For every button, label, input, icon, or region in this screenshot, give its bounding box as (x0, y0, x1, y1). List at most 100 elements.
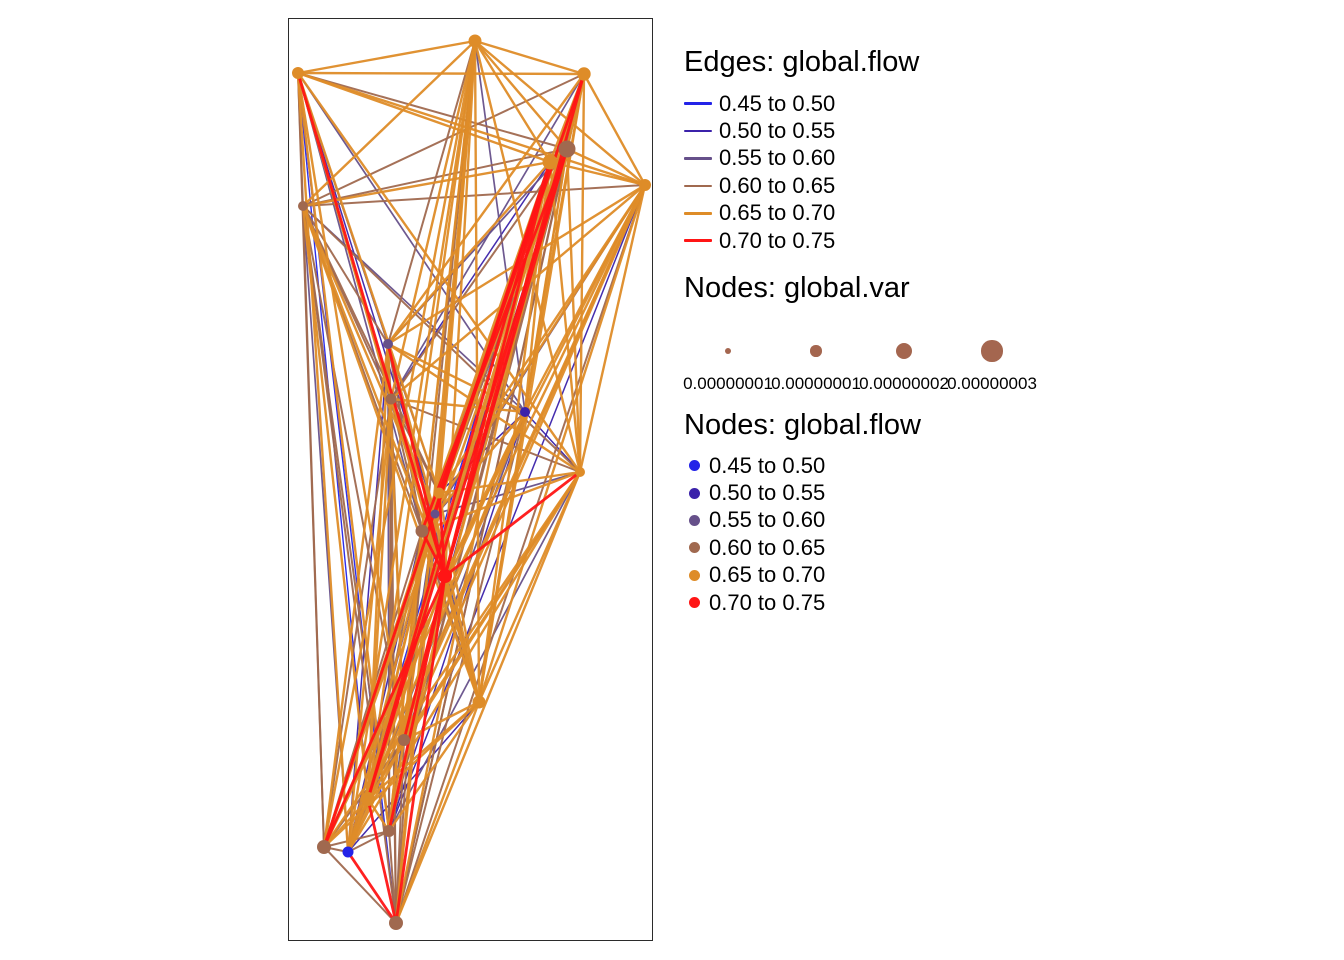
graph-edge (420, 529, 447, 578)
graph-edge (346, 850, 398, 925)
node-color-legend-item: 0.65 to 0.70 (684, 562, 825, 589)
graph-edge (301, 204, 447, 578)
edge-line-swatch (684, 157, 712, 160)
graph-node (317, 840, 331, 854)
graph-node (383, 825, 395, 837)
graph-edge (394, 574, 447, 925)
graph-node (415, 524, 429, 538)
graph-edge (578, 183, 647, 474)
edge-legend-label: 0.55 to 0.60 (719, 145, 836, 171)
graph-node (342, 846, 354, 858)
graph-node (575, 467, 585, 477)
graph-edge (389, 39, 477, 401)
graph-node (389, 916, 403, 930)
graph-edge (443, 470, 582, 578)
graph-edge (322, 342, 390, 849)
graph-edge (523, 147, 569, 414)
size-dot (895, 342, 913, 360)
graph-edge (322, 160, 552, 849)
graph-edge (420, 147, 569, 533)
edge-line-swatch (684, 129, 712, 133)
graph-edge (477, 183, 647, 704)
graph-edge (302, 205, 397, 924)
graph-edge (473, 39, 647, 187)
graph-edge (387, 700, 481, 833)
node-size-label: 0.00000003 (947, 374, 1037, 393)
node-color-label: 0.45 to 0.50 (709, 452, 826, 478)
node-color-legend-item: 0.45 to 0.50 (684, 452, 825, 479)
graph-edge (296, 71, 647, 187)
node-color-dot (689, 514, 700, 526)
graph-edge (474, 40, 526, 413)
graph-edge (347, 701, 480, 853)
graph-edge (366, 410, 527, 801)
graph-edge (322, 470, 582, 849)
graph-edge (366, 147, 569, 801)
graph-edge (473, 39, 552, 164)
node-size-legend-title: Nodes: global.var (684, 272, 910, 304)
node-color-legend-item: 0.55 to 0.60 (684, 507, 825, 534)
node-color-label: 0.70 to 0.75 (709, 589, 826, 615)
graph-edge (346, 738, 406, 854)
node-size-label: 0.00000002 (859, 374, 949, 393)
node-color-legend-item: 0.50 to 0.55 (684, 479, 825, 506)
graph-node (438, 569, 452, 583)
graph-edge (296, 71, 441, 495)
graph-edge (296, 71, 552, 164)
network-plot-panel (288, 18, 653, 941)
graph-edge (322, 147, 569, 849)
graph-edge (420, 183, 647, 533)
edge-legend-item: 0.50 to 0.55 (684, 117, 835, 144)
edge-line-swatch (684, 211, 712, 215)
node-size-label: 0.00000001 (683, 374, 773, 393)
node-color-label: 0.60 to 0.65 (709, 534, 826, 560)
node-size-label: 0.00000001 (771, 374, 861, 393)
graph-edge (437, 491, 447, 578)
graph-node (468, 34, 482, 48)
graph-edge (565, 147, 647, 187)
size-dot (810, 345, 822, 357)
node-color-legend: 0.45 to 0.50 0.50 to 0.55 0.55 to 0.60 0… (684, 452, 825, 616)
graph-edge (296, 71, 586, 76)
graph-node (385, 393, 397, 405)
graph-edge (366, 160, 552, 801)
graph-edge (322, 574, 447, 849)
graph-node (398, 734, 410, 746)
edge-legend-item: 0.45 to 0.50 (684, 90, 835, 117)
graph-edge (302, 73, 585, 207)
edge-legend-item: 0.55 to 0.60 (684, 145, 835, 172)
edge-legend-item: 0.60 to 0.65 (684, 172, 835, 199)
graph-edge (301, 39, 477, 208)
graph-node (558, 140, 576, 158)
graph-edge (386, 72, 586, 346)
graph-edge (296, 39, 477, 75)
graph-edge (296, 71, 447, 578)
graph-edge (323, 398, 392, 848)
node-color-label: 0.50 to 0.55 (709, 480, 826, 506)
graph-edge (386, 342, 447, 578)
graph-node (472, 695, 486, 709)
graph-edge (387, 40, 476, 345)
node-color-dot (689, 597, 700, 609)
graph-edge (443, 160, 552, 578)
size-dot (724, 347, 732, 355)
graph-edge (473, 39, 569, 151)
graph-edge (394, 700, 481, 925)
node-color-dot (689, 487, 700, 499)
graph-edge (296, 71, 350, 854)
edge-legend-label: 0.45 to 0.50 (719, 90, 836, 116)
graph-node (639, 179, 651, 191)
graph-edge (386, 160, 552, 346)
node-color-legend-title: Nodes: global.flow (684, 409, 921, 441)
graph-edge (548, 160, 647, 187)
edge-legend-label: 0.70 to 0.75 (719, 227, 836, 253)
graph-edge (346, 491, 441, 854)
graph-edge (443, 574, 481, 704)
graph-edge (433, 410, 527, 516)
graph-edge (302, 205, 325, 848)
graph-edge (473, 39, 586, 76)
graph-edge (394, 470, 582, 925)
graph-edge (301, 160, 552, 208)
graph-edge (402, 700, 481, 742)
graph-edge (301, 204, 481, 704)
